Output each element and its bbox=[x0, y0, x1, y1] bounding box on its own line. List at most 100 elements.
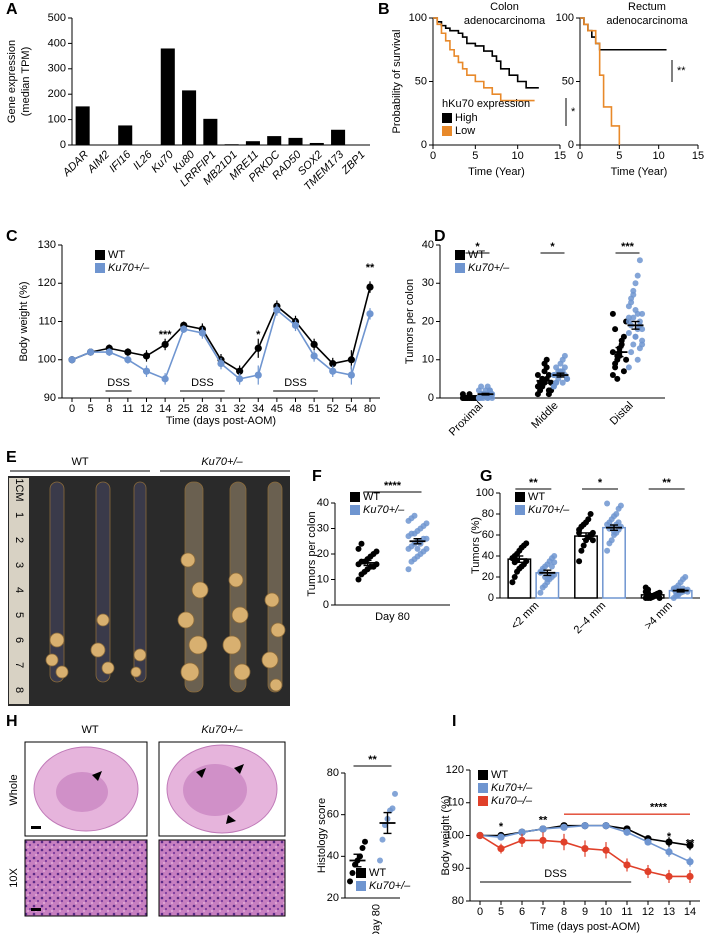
data-point bbox=[612, 326, 619, 333]
x-tick-label: 80 bbox=[364, 403, 376, 415]
x-axis-label: Time (Year) bbox=[468, 166, 525, 178]
legend-swatch bbox=[350, 505, 360, 515]
data-point bbox=[142, 352, 151, 360]
colons bbox=[45, 481, 286, 693]
y-tick-label: 40 bbox=[482, 550, 494, 562]
data-point bbox=[625, 364, 632, 371]
x-tick-label: Middle bbox=[529, 400, 560, 431]
y-tick-label: 0 bbox=[568, 139, 574, 151]
panel-label: I bbox=[452, 713, 456, 730]
data-point bbox=[578, 547, 585, 554]
chart-title: adenocarcinoma bbox=[606, 15, 688, 27]
significance: * bbox=[571, 106, 576, 118]
data-point bbox=[581, 845, 589, 853]
data-point bbox=[254, 344, 262, 352]
data-point bbox=[310, 352, 318, 360]
data-point bbox=[623, 861, 631, 869]
column-label: Ku70+/– bbox=[201, 724, 243, 736]
column-label: WT bbox=[81, 724, 98, 736]
data-point bbox=[560, 838, 568, 846]
ruler bbox=[9, 478, 29, 704]
data-point bbox=[604, 500, 611, 507]
data-point bbox=[632, 280, 639, 287]
data-point bbox=[642, 584, 649, 591]
x-tick-label: 25 bbox=[178, 403, 190, 415]
data-point bbox=[273, 306, 281, 314]
x-tick-label: 15 bbox=[692, 150, 704, 162]
period-label: DSS bbox=[284, 377, 307, 389]
significance: * bbox=[598, 477, 603, 489]
data-point bbox=[551, 559, 558, 566]
legend-label: Low bbox=[455, 125, 475, 137]
y-tick-label: 130 bbox=[38, 239, 56, 251]
x-tick-label: 31 bbox=[215, 403, 227, 415]
x-tick-label: 0 bbox=[477, 906, 483, 918]
data-point bbox=[161, 340, 169, 349]
data-point bbox=[581, 822, 589, 830]
legend-swatch bbox=[515, 505, 525, 515]
data-point bbox=[68, 356, 76, 364]
data-point bbox=[608, 537, 615, 544]
bar bbox=[203, 118, 218, 145]
panel-h-images: H WT Ku70+/– Whole 10X bbox=[6, 713, 286, 917]
y-tick-label: 20 bbox=[482, 571, 494, 583]
data-point bbox=[534, 372, 541, 379]
data-point bbox=[509, 579, 516, 586]
data-point bbox=[377, 857, 383, 864]
y-axis-label: Tumors per colon bbox=[404, 279, 416, 364]
data-point bbox=[518, 828, 526, 836]
x-tick-label: AIM2 bbox=[85, 149, 112, 176]
bar bbox=[309, 142, 324, 145]
data-point bbox=[142, 367, 151, 375]
tissue bbox=[183, 764, 247, 816]
data-point bbox=[539, 825, 547, 833]
x-tick-label: 8 bbox=[106, 403, 112, 415]
data-point bbox=[576, 529, 583, 536]
x-tick-label: Proximal bbox=[447, 400, 486, 439]
x-tick-label: 5 bbox=[88, 403, 94, 415]
x-tick-label: ZBP1 bbox=[339, 149, 368, 178]
x-tick-label: 11 bbox=[122, 403, 133, 415]
data-point bbox=[373, 548, 380, 555]
data-point bbox=[634, 272, 641, 279]
arrowheads bbox=[92, 764, 244, 824]
legend-label: WT bbox=[468, 249, 485, 261]
period-label: DSS bbox=[191, 377, 214, 389]
data-point bbox=[347, 371, 355, 379]
y-tick-label: 30 bbox=[317, 522, 329, 534]
legend-swatch bbox=[356, 868, 366, 878]
legend-swatch bbox=[515, 492, 525, 502]
y-axis-label: Gene expression bbox=[6, 40, 18, 123]
data-point bbox=[347, 356, 355, 364]
bar bbox=[331, 129, 346, 145]
x-tick-label: 0 bbox=[69, 403, 75, 415]
ruler-label: 1 bbox=[13, 512, 25, 518]
ruler-label: 7 bbox=[13, 662, 25, 668]
ruler-label: 8 bbox=[13, 687, 25, 693]
y-axis-label: Histology score bbox=[316, 798, 328, 873]
y-tick-label: 60 bbox=[482, 529, 494, 541]
bar bbox=[602, 526, 626, 599]
data-point bbox=[639, 310, 646, 317]
legend-label: WT bbox=[528, 491, 545, 503]
data-point bbox=[686, 841, 694, 849]
data-point bbox=[602, 822, 610, 830]
data-point bbox=[329, 359, 337, 368]
x-tick-label: 13 bbox=[663, 906, 675, 918]
data-point bbox=[329, 367, 337, 375]
data-point bbox=[589, 529, 596, 536]
data-point bbox=[613, 511, 620, 517]
y-tick-label: 100 bbox=[38, 354, 56, 366]
ruler-label: 4 bbox=[13, 587, 25, 593]
x-tick-label: 7 bbox=[540, 906, 546, 918]
y-tick-label: 10 bbox=[317, 573, 329, 585]
data-point bbox=[560, 823, 568, 831]
data-point bbox=[634, 310, 641, 317]
y-tick-label: 100 bbox=[409, 12, 427, 24]
panel-label: C bbox=[6, 228, 18, 245]
period-label: DSS bbox=[107, 377, 130, 389]
bar bbox=[118, 125, 133, 145]
chart-title: Colon bbox=[490, 1, 519, 13]
data-point bbox=[604, 547, 611, 554]
x-axis-label: Time (days post-AOM) bbox=[166, 415, 276, 427]
